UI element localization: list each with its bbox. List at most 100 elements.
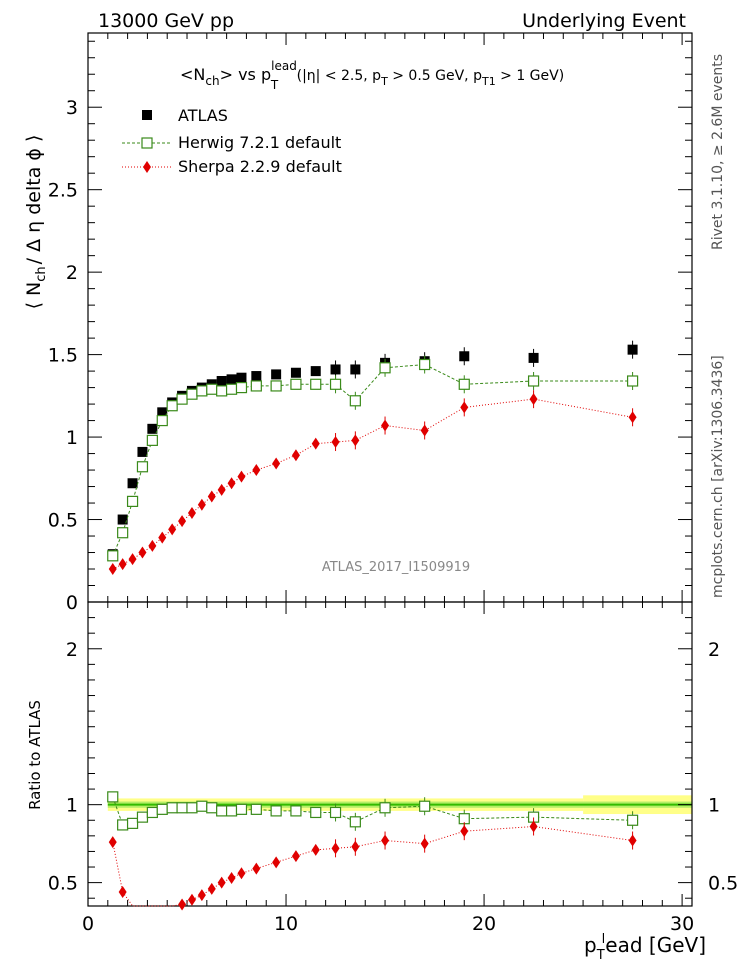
data-point-herwig: [196, 385, 208, 397]
data-point-sherpa: [108, 563, 117, 576]
data-point-sherpa: [331, 842, 340, 855]
data-point-herwig: [626, 375, 639, 387]
data-point-sherpa: [252, 464, 261, 477]
data-point-herwig: [225, 805, 238, 817]
data-point-herwig: [458, 378, 470, 390]
data-point-sherpa: [311, 437, 320, 450]
header-left: 13000 GeV pp: [98, 10, 234, 32]
ratio-panel: 0 10 20 30 0.5 0.5 1 1 2 2: [48, 601, 738, 935]
data-point-herwig: [107, 791, 119, 803]
header-right: Underlying Event: [522, 10, 686, 32]
data-point-sherpa: [237, 470, 246, 483]
legend-marker-sherpa: [143, 161, 151, 173]
data-point-sherpa: [460, 825, 469, 838]
data-point-sherpa: [227, 477, 236, 490]
data-point-atlas: [290, 367, 301, 378]
data-point-herwig: [225, 383, 238, 395]
data-point-herwig: [206, 802, 218, 814]
data-point-sherpa: [351, 840, 360, 853]
legend: ATLAS Herwig 7.2.1 default Sherpa 2.2.9 …: [122, 106, 342, 176]
y-tick-label: 0.5: [48, 510, 78, 532]
data-point-herwig: [310, 806, 322, 819]
data-point-sherpa: [420, 837, 429, 850]
legend-label-atlas: ATLAS: [178, 106, 228, 125]
data-point-herwig: [419, 800, 431, 812]
data-point-herwig: [107, 550, 119, 562]
data-point-sherpa: [197, 498, 206, 511]
data-point-herwig: [206, 383, 218, 395]
data-point-herwig: [146, 806, 158, 819]
data-point-atlas: [147, 423, 158, 434]
y-tick-label: 1: [66, 795, 78, 817]
data-point-atlas: [310, 366, 321, 377]
data-point-sherpa: [420, 424, 429, 437]
data-point-sherpa: [197, 889, 206, 902]
data-point-herwig: [290, 805, 302, 817]
data-point-atlas: [528, 352, 539, 363]
data-point-sherpa: [118, 558, 127, 571]
y-tick-label: 3: [66, 97, 78, 119]
data-point-herwig: [146, 434, 158, 446]
data-point-herwig: [176, 393, 188, 405]
plot-frame: [87, 601, 693, 907]
data-point-herwig: [290, 378, 302, 390]
data-point-sherpa: [138, 546, 147, 559]
data-point-sherpa: [272, 856, 281, 869]
data-point-sherpa: [207, 882, 216, 895]
y-tick-label: 0.5: [48, 873, 78, 895]
data-point-herwig: [117, 527, 129, 539]
ylabel-ratio: Ratio to ATLAS: [26, 700, 44, 810]
y-tick-label: 2: [66, 262, 78, 284]
data-point-sherpa: [118, 885, 127, 898]
data-point-sherpa: [628, 834, 637, 847]
data-point-atlas: [251, 371, 262, 382]
legend-label-herwig: Herwig 7.2.1 default: [178, 133, 341, 152]
data-point-herwig: [250, 803, 262, 815]
data-point-sherpa: [272, 457, 281, 470]
data-point-sherpa: [529, 393, 538, 406]
data-point-sherpa: [207, 490, 216, 503]
data-point-herwig: [166, 400, 178, 412]
y-tick-label: 2.5: [48, 180, 78, 202]
data-point-atlas: [117, 514, 128, 525]
data-point-herwig: [186, 802, 198, 814]
x-tick-label: 0: [82, 913, 94, 935]
data-point-sherpa: [178, 515, 187, 528]
data-point-herwig: [176, 802, 188, 814]
data-point-herwig: [349, 816, 361, 828]
data-point-sherpa: [168, 523, 177, 536]
data-point-sherpa: [252, 862, 261, 875]
data-point-atlas: [226, 374, 237, 385]
data-point-atlas: [157, 407, 168, 418]
y-tick-label: 2: [66, 639, 78, 661]
y-tick-label-right: 2: [708, 639, 720, 661]
series-line: [112, 825, 633, 907]
legend-label-sherpa: Sherpa 2.2.9 default: [178, 157, 342, 176]
data-point-herwig: [136, 461, 149, 473]
data-point-sherpa: [381, 834, 390, 847]
data-point-herwig: [270, 805, 282, 817]
analysis-label: ATLAS_2017_I1509919: [322, 560, 470, 575]
data-point-herwig: [235, 381, 248, 394]
data-point-herwig: [196, 800, 208, 812]
data-point-sherpa: [217, 876, 226, 889]
data-point-herwig: [349, 395, 361, 407]
xlabel: pTlead [GeV]: [584, 932, 706, 963]
data-point-sherpa: [227, 871, 236, 884]
y-tick-label: 1: [66, 427, 78, 449]
data-point-sherpa: [628, 411, 637, 424]
data-point-sherpa: [108, 836, 117, 849]
data-point-sherpa: [187, 893, 196, 906]
data-point-herwig: [270, 380, 282, 392]
data-point-atlas: [350, 364, 361, 375]
data-point-herwig: [310, 378, 322, 390]
data-point-herwig: [117, 819, 129, 831]
legend-marker-herwig: [141, 137, 153, 149]
data-point-sherpa: [311, 843, 320, 856]
data-point-atlas: [459, 351, 470, 362]
data-point-atlas: [137, 446, 148, 457]
data-point-herwig: [126, 817, 139, 829]
data-point-herwig: [527, 375, 540, 387]
ylabel-main: ⟨ Nch/ Δ η delta ϕ ⟩: [23, 135, 49, 310]
data-point-atlas: [236, 372, 247, 383]
